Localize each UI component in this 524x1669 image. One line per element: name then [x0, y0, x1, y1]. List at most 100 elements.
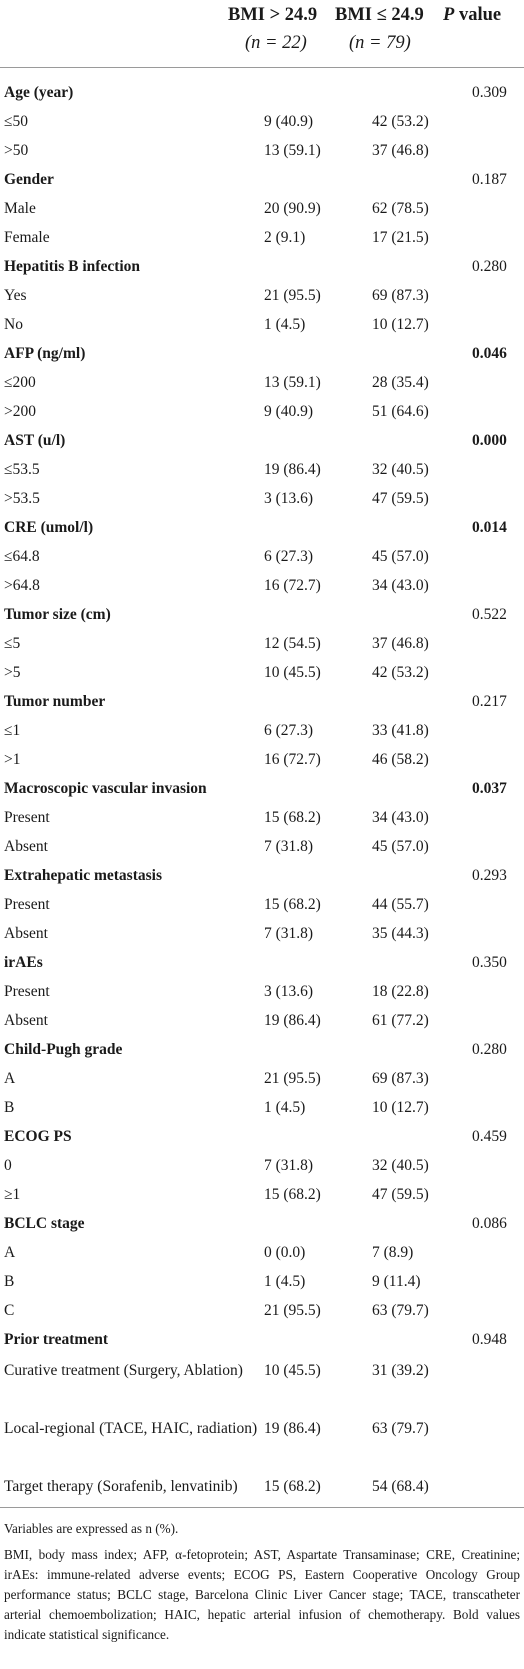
table-row: B 1 (4.5) 10 (12.7): [0, 1097, 524, 1126]
row-label: A: [4, 1244, 16, 1261]
row-label: AFP (ng/ml): [4, 345, 86, 362]
row-p-value: 0.014: [472, 519, 507, 536]
row-label: A: [4, 1070, 16, 1087]
row-label: Absent: [4, 838, 48, 855]
row-value-bmi-high: [258, 778, 364, 807]
row-value-bmi-low: 34 (43.0): [372, 809, 429, 826]
row-value-bmi-high: 20 (90.9): [264, 200, 321, 217]
row-value-bmi-low: [364, 1213, 462, 1242]
table-row: >64.8 16 (72.7) 34 (43.0): [0, 575, 524, 604]
row-value-bmi-high: 13 (59.1): [264, 374, 321, 391]
table-section-row: CRE (umol/l) 0.014: [0, 517, 524, 546]
row-label: Present: [4, 896, 50, 913]
row-value-bmi-high: 10 (45.5): [264, 1362, 321, 1379]
table-row: ≤200 13 (59.1) 28 (35.4): [0, 372, 524, 401]
row-label: ≤200: [4, 374, 36, 391]
row-value-bmi-high: [258, 343, 364, 372]
row-value-bmi-low: [364, 691, 462, 720]
row-value-bmi-high: 15 (68.2): [264, 896, 321, 913]
row-p-value: 0.046: [472, 345, 507, 362]
p-value-suffix: value: [454, 5, 502, 25]
row-p-value: [462, 1068, 524, 1097]
row-label: ≤53.5: [4, 461, 40, 478]
table-row: Absent 7 (31.8) 45 (57.0): [0, 836, 524, 865]
row-value-bmi-low: 45 (57.0): [372, 548, 429, 565]
row-value-bmi-high: [258, 169, 364, 198]
row-value-bmi-high: 3 (13.6): [264, 983, 314, 1000]
row-p-value: [462, 1184, 524, 1213]
table-section-row: Hepatitis B infection 0.280: [0, 256, 524, 285]
row-label: >200: [4, 403, 36, 420]
row-p-value: [462, 227, 524, 256]
table-row: ≤1 6 (27.3) 33 (41.8): [0, 720, 524, 749]
footnote-line-2: BMI, body mass index; AFP, α-fetoprotein…: [4, 1547, 520, 1642]
row-value-bmi-low: [364, 778, 462, 807]
row-value-bmi-high: 15 (68.2): [264, 809, 321, 826]
row-label: B: [4, 1273, 15, 1290]
row-value-bmi-low: 34 (43.0): [372, 577, 429, 594]
row-p-value: [462, 488, 524, 517]
row-value-bmi-low: 63 (79.7): [372, 1302, 429, 1319]
row-label: Child-Pugh grade: [4, 1041, 123, 1058]
row-value-bmi-low: 37 (46.8): [372, 142, 429, 159]
row-p-value: [462, 1155, 524, 1184]
row-label: irAEs: [4, 954, 43, 971]
row-label: Gender: [4, 171, 54, 188]
table-row: Absent 19 (86.4) 61 (77.2): [0, 1010, 524, 1039]
col-bmi-low-title: BMI ≤ 24.9: [335, 5, 424, 25]
table-row: ≤50 9 (40.9) 42 (53.2): [0, 111, 524, 140]
row-value-bmi-low: 62 (78.5): [372, 200, 429, 217]
table-row: Absent 7 (31.8) 35 (44.3): [0, 923, 524, 952]
row-p-value: [462, 749, 524, 778]
row-value-bmi-low: [364, 256, 462, 285]
row-label: Local-regional (TACE, HAIC, radiation): [4, 1420, 258, 1437]
table-section-row: Prior treatment 0.948: [0, 1329, 524, 1358]
table-section-row: Age (year) 0.309: [0, 82, 524, 111]
row-label: >53.5: [4, 490, 40, 507]
row-value-bmi-low: 46 (58.2): [372, 751, 429, 768]
row-value-bmi-low: 42 (53.2): [372, 113, 429, 130]
row-label: Present: [4, 983, 50, 1000]
row-value-bmi-low: 7 (8.9): [372, 1244, 414, 1261]
table-section-row: Tumor size (cm) 0.522: [0, 604, 524, 633]
row-p-value: [462, 546, 524, 575]
row-label: ≤1: [4, 722, 21, 739]
row-value-bmi-high: 1 (4.5): [264, 1099, 306, 1116]
row-p-value: 0.217: [472, 693, 507, 710]
row-value-bmi-high: [258, 604, 364, 633]
row-value-bmi-high: 15 (68.2): [264, 1478, 321, 1495]
row-label: B: [4, 1099, 15, 1116]
table-section-row: BCLC stage 0.086: [0, 1213, 524, 1242]
row-value-bmi-high: 7 (31.8): [264, 838, 314, 855]
row-value-bmi-low: 10 (12.7): [372, 316, 429, 333]
row-label: Absent: [4, 1012, 48, 1029]
table-row: B 1 (4.5) 9 (11.4): [0, 1271, 524, 1300]
row-p-value: [462, 111, 524, 140]
row-value-bmi-low: 54 (68.4): [372, 1478, 429, 1495]
table-row: Yes 21 (95.5) 69 (87.3): [0, 285, 524, 314]
row-value-bmi-low: [364, 865, 462, 894]
row-label: Male: [4, 200, 36, 217]
row-label: Prior treatment: [4, 1331, 109, 1348]
row-value-bmi-high: 9 (40.9): [264, 403, 314, 420]
row-label: >5: [4, 664, 21, 681]
table-header: BMI > 24.9 (n = 22) BMI ≤ 24.9 (n = 79) …: [0, 0, 524, 68]
row-value-bmi-high: 9 (40.9): [264, 113, 314, 130]
table-row: Curative treatment (Surgery, Ablation) 10…: [0, 1358, 524, 1416]
row-value-bmi-low: 42 (53.2): [372, 664, 429, 681]
row-label: Curative treatment (Surgery, Ablation): [4, 1362, 243, 1379]
row-value-bmi-low: [364, 169, 462, 198]
row-label: ≤50: [4, 113, 29, 130]
table-row: Present 15 (68.2) 44 (55.7): [0, 894, 524, 923]
row-p-value: 0.309: [472, 84, 507, 101]
row-label: BCLC stage: [4, 1215, 85, 1232]
row-value-bmi-high: 7 (31.8): [264, 925, 314, 942]
col-bmi-high-title: BMI > 24.9: [228, 5, 318, 25]
row-value-bmi-low: [364, 430, 462, 459]
table-row: >200 9 (40.9) 51 (64.6): [0, 401, 524, 430]
row-label: Female: [4, 229, 50, 246]
row-label: >64.8: [4, 577, 40, 594]
table-section-row: Tumor number 0.217: [0, 691, 524, 720]
row-value-bmi-low: 17 (21.5): [372, 229, 429, 246]
col-bmi-high-n: (n = 22): [245, 33, 307, 53]
